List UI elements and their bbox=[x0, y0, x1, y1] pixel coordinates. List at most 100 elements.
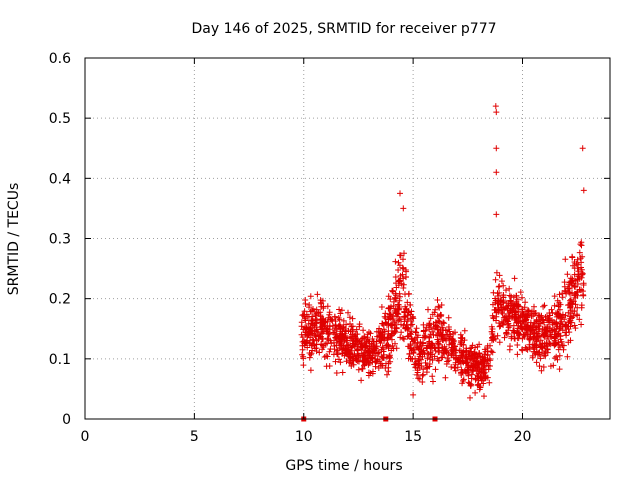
data-point bbox=[510, 322, 517, 329]
data-point bbox=[423, 369, 430, 376]
data-point bbox=[397, 272, 404, 279]
data-point bbox=[456, 347, 463, 354]
data-point bbox=[562, 288, 569, 295]
data-point bbox=[397, 190, 403, 197]
data-point bbox=[312, 333, 319, 339]
data-point bbox=[554, 297, 561, 304]
data-point bbox=[565, 309, 572, 316]
data-point bbox=[337, 340, 344, 347]
data-point bbox=[436, 313, 443, 319]
data-point bbox=[562, 312, 569, 319]
data-point bbox=[426, 356, 433, 363]
data-point bbox=[413, 371, 420, 378]
data-point bbox=[372, 356, 379, 362]
data-point bbox=[517, 320, 524, 327]
data-point bbox=[336, 306, 343, 313]
data-point bbox=[353, 326, 360, 333]
data-point bbox=[578, 274, 585, 281]
data-point bbox=[350, 340, 357, 347]
data-point bbox=[439, 354, 446, 361]
data-point bbox=[533, 316, 540, 323]
data-point bbox=[547, 363, 554, 370]
data-points bbox=[298, 103, 587, 401]
data-point bbox=[570, 262, 576, 269]
x-tick-label: 15 bbox=[404, 429, 422, 445]
data-point bbox=[354, 358, 361, 365]
data-point bbox=[408, 318, 415, 325]
data-point bbox=[575, 271, 581, 278]
data-point bbox=[555, 339, 562, 346]
x-tick-label: 10 bbox=[295, 429, 313, 445]
data-point bbox=[527, 319, 534, 326]
data-point bbox=[348, 344, 355, 351]
y-tick-label: 0.3 bbox=[49, 232, 71, 248]
data-point bbox=[419, 379, 426, 385]
data-point bbox=[574, 292, 581, 299]
data-point bbox=[553, 313, 560, 320]
data-point bbox=[305, 331, 312, 338]
data-point bbox=[531, 303, 537, 310]
data-point bbox=[300, 362, 307, 369]
data-point bbox=[401, 336, 407, 343]
data-point bbox=[400, 265, 407, 272]
data-point bbox=[314, 326, 320, 333]
data-point bbox=[568, 278, 575, 285]
data-point bbox=[355, 340, 362, 347]
data-point bbox=[569, 289, 575, 296]
data-point bbox=[511, 302, 518, 309]
data-point bbox=[312, 320, 319, 327]
data-point bbox=[331, 313, 338, 320]
data-point bbox=[310, 337, 317, 344]
data-point bbox=[559, 294, 566, 301]
data-point bbox=[499, 306, 506, 313]
data-point bbox=[541, 350, 548, 357]
data-point bbox=[395, 259, 402, 266]
data-point bbox=[564, 353, 571, 360]
data-point bbox=[551, 293, 558, 300]
data-point bbox=[329, 317, 336, 324]
data-point bbox=[358, 377, 365, 384]
data-point bbox=[565, 302, 571, 309]
data-point bbox=[333, 335, 340, 342]
data-point bbox=[429, 342, 436, 349]
data-point bbox=[420, 339, 426, 346]
data-point bbox=[349, 315, 356, 322]
data-point bbox=[299, 351, 306, 358]
data-point bbox=[555, 302, 562, 308]
data-point bbox=[388, 322, 395, 329]
data-point bbox=[361, 356, 368, 363]
data-point bbox=[505, 302, 512, 309]
data-point bbox=[507, 297, 514, 304]
data-point bbox=[482, 373, 489, 380]
data-point bbox=[332, 322, 339, 329]
data-point bbox=[578, 266, 585, 273]
data-point bbox=[533, 338, 540, 345]
data-point bbox=[395, 267, 402, 273]
data-point bbox=[488, 328, 495, 335]
data-point bbox=[579, 288, 586, 295]
data-point bbox=[452, 359, 459, 366]
data-point bbox=[326, 311, 333, 318]
data-point bbox=[432, 347, 439, 354]
data-point bbox=[490, 301, 496, 308]
data-point bbox=[477, 374, 484, 381]
data-point bbox=[553, 353, 560, 360]
data-point bbox=[506, 346, 513, 353]
data-point bbox=[313, 341, 320, 348]
data-point bbox=[537, 355, 544, 362]
data-point bbox=[531, 349, 538, 355]
data-point bbox=[383, 342, 390, 349]
data-point bbox=[579, 145, 586, 152]
data-point bbox=[418, 348, 425, 355]
data-point bbox=[537, 337, 544, 344]
data-point bbox=[313, 312, 320, 319]
data-point bbox=[574, 265, 581, 272]
data-point bbox=[434, 326, 441, 333]
data-point bbox=[311, 308, 318, 315]
data-point bbox=[398, 329, 405, 336]
data-point bbox=[376, 337, 383, 344]
data-point bbox=[478, 375, 485, 382]
data-point bbox=[422, 327, 429, 334]
data-point bbox=[322, 318, 329, 324]
data-point bbox=[519, 294, 525, 301]
